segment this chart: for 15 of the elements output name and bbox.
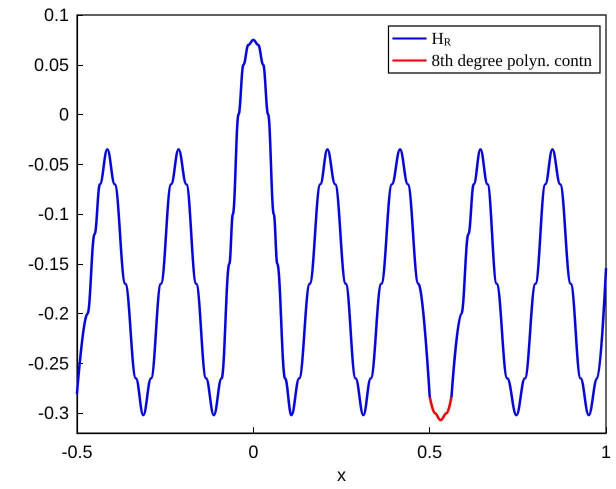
x-tick-label: 0 (248, 442, 258, 462)
x-tick-label: 0.5 (417, 442, 442, 462)
legend-label: 8th degree polyn. contn (431, 51, 592, 70)
y-tick-label: 0 (58, 104, 69, 125)
y-tick-label: 0.1 (44, 5, 69, 25)
y-tick-label: -0.3 (38, 403, 69, 424)
y-tick-label: -0.1 (38, 204, 69, 224)
x-tick-label: -0.5 (61, 442, 93, 462)
x-axis-title: x (337, 465, 346, 485)
x-tick-label: 1 (600, 442, 612, 462)
y-tick-label: -0.05 (28, 154, 69, 174)
y-tick-label: 0.05 (34, 54, 69, 75)
y-tick-label: -0.25 (28, 353, 69, 374)
y-tick-label: -0.15 (28, 254, 69, 274)
y-tick-label: -0.2 (38, 304, 69, 324)
